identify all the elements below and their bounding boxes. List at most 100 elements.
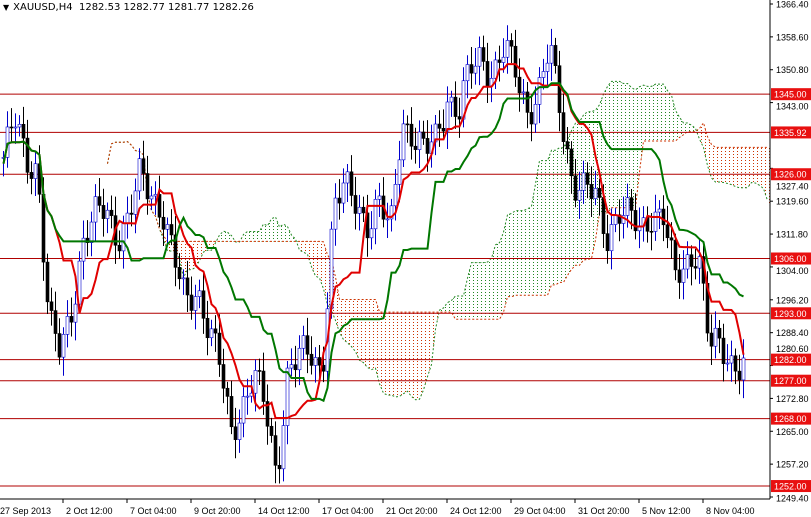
candle [269, 417, 274, 443]
candle [605, 214, 610, 264]
candle [101, 188, 106, 237]
candle [77, 251, 82, 311]
candle [25, 119, 30, 184]
candle [297, 335, 302, 386]
y-tick-label: 1366.40 [776, 0, 809, 10]
candle [613, 207, 618, 233]
dropdown-triangle-icon[interactable]: ▼ [3, 3, 10, 12]
candle [629, 189, 634, 230]
candle [137, 148, 142, 200]
candle [709, 314, 714, 366]
candle [469, 47, 474, 89]
candle [345, 163, 350, 202]
x-tick-label: 9 Oct 20:00 [194, 506, 241, 516]
candle [265, 384, 270, 445]
level-price-tag [771, 307, 811, 320]
candle [81, 220, 86, 280]
candle [509, 33, 514, 63]
candle [681, 250, 686, 300]
candle [737, 354, 742, 395]
candle [129, 194, 134, 227]
candle [241, 387, 246, 438]
candle [409, 107, 414, 160]
candle [237, 409, 242, 453]
candles [1, 25, 746, 484]
symbol-label: XAUUSD,H4 [13, 2, 73, 13]
candle [61, 327, 66, 376]
level-label: 1293.00 [774, 309, 807, 319]
y-tick-label: 1249.40 [776, 494, 809, 504]
y-tick-label: 1343.00 [776, 102, 809, 112]
candle [429, 124, 434, 168]
candle [165, 217, 170, 246]
candle [117, 230, 122, 259]
candle [45, 253, 50, 314]
ohlc-readout: 1282.53 1282.77 1281.77 1282.26 [78, 2, 254, 13]
candle [9, 108, 14, 144]
candle [689, 245, 694, 286]
candle [413, 127, 418, 164]
candle [581, 160, 586, 204]
candle [717, 320, 722, 354]
candle [457, 97, 462, 138]
candle [233, 407, 238, 459]
candle [201, 272, 206, 334]
candle [649, 212, 654, 251]
y-tick-label: 1319.60 [776, 197, 809, 207]
candle [293, 345, 298, 388]
candle [305, 317, 310, 374]
candle [465, 55, 470, 99]
y-tick-label: 1327.40 [776, 182, 809, 192]
level-price-tag [771, 126, 811, 139]
candle [193, 284, 198, 330]
candle [381, 177, 386, 228]
candle [577, 171, 582, 219]
level-price-tag [771, 353, 811, 366]
candle [497, 45, 502, 82]
candle [245, 378, 250, 415]
level-label: 1326.00 [774, 170, 807, 180]
candle [481, 35, 486, 71]
y-tick-label: 1288.40 [776, 328, 809, 338]
candle [229, 380, 234, 435]
candle [5, 111, 10, 168]
candle [349, 155, 354, 207]
level-label: 1282.00 [774, 355, 807, 365]
candle [521, 79, 526, 104]
candle [53, 291, 58, 352]
candle [713, 311, 718, 359]
y-tick-label: 1358.60 [776, 32, 809, 42]
candle [665, 205, 670, 249]
candle [585, 162, 590, 199]
candle [49, 287, 54, 326]
y-tick-label: 1296.20 [776, 295, 809, 305]
level-label: 1277.00 [774, 376, 807, 386]
candle [369, 211, 374, 250]
candle [65, 300, 70, 348]
candle [145, 155, 150, 215]
candle [281, 410, 286, 482]
candle [33, 151, 38, 196]
candle [17, 115, 22, 137]
level-label: 1345.00 [774, 90, 807, 100]
candle [445, 86, 450, 149]
candle [733, 348, 738, 385]
x-tick-label: 7 Oct 04:00 [130, 506, 177, 516]
candle [177, 253, 182, 290]
candle [561, 93, 566, 155]
candle [337, 179, 342, 220]
candle [73, 291, 78, 341]
x-tick-label: 8 Nov 04:00 [706, 506, 755, 516]
candle [537, 67, 542, 124]
candle [133, 178, 138, 234]
candle [285, 360, 290, 445]
candle [221, 348, 226, 404]
candle [637, 207, 642, 249]
candle [157, 175, 162, 227]
candle [437, 110, 442, 147]
candle [385, 202, 390, 238]
candle [313, 347, 318, 383]
candle [657, 200, 662, 229]
